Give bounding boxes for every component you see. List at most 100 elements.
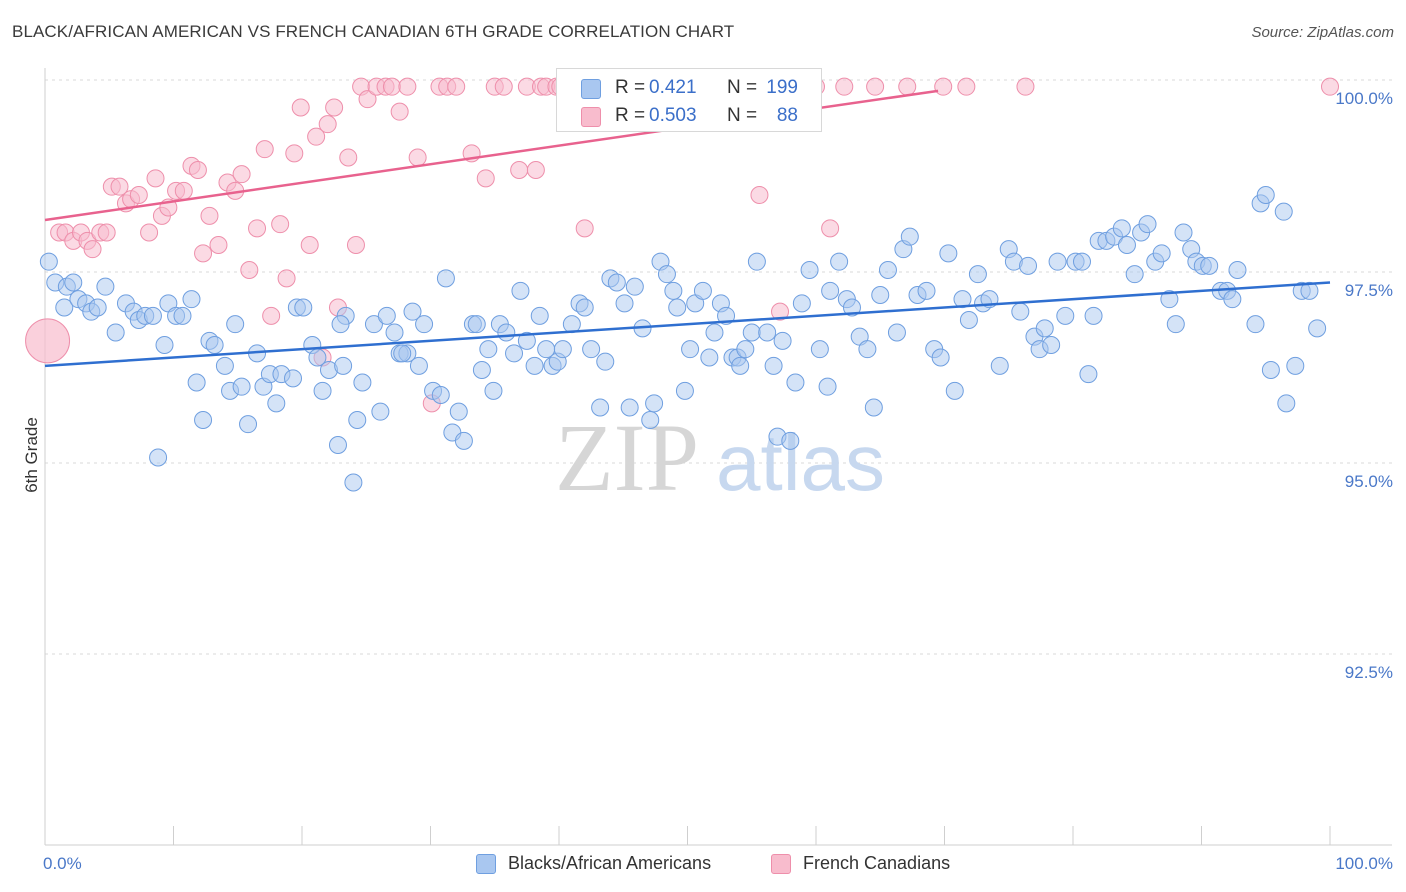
data-point [284,369,303,388]
data-point [255,140,274,159]
data-point [239,415,258,434]
data-point [1321,77,1339,96]
data-point [155,336,174,354]
data-point [786,373,805,392]
data-point [526,161,545,179]
data-point [917,281,936,300]
data-point [792,294,811,313]
data-point [1016,77,1035,96]
data-point [657,265,676,284]
data-point [205,336,224,354]
data-point [530,306,549,325]
data-point [1300,281,1319,300]
data-point [39,252,58,271]
data-point [431,386,450,404]
data-point [106,323,125,342]
data-point [358,90,377,109]
source-label: Source: ZipAtlas.com [1251,24,1394,41]
data-point [1042,336,1061,354]
data-point [773,331,792,350]
data-point-large [25,318,71,364]
chart-title: BLACK/AFRICAN AMERICAN VS FRENCH CANADIA… [12,22,735,41]
data-point [371,402,390,421]
n-value: 88 [776,105,798,126]
data-point [1200,256,1219,275]
data-point [262,306,281,325]
data-point [226,315,245,334]
watermark-atlas: atlas [716,418,885,507]
data-point [96,277,115,296]
data-point [553,340,572,359]
data-point [810,340,829,359]
data-point [1274,202,1293,221]
data-point [1223,290,1242,309]
data-point [1160,290,1179,309]
data-point [484,381,503,400]
data-point [110,177,129,196]
data-point [1174,223,1193,242]
data-point [615,294,634,313]
r-label: R = [615,105,646,126]
data-point [377,306,396,325]
data-point [313,381,332,400]
n-label: N = [727,77,758,98]
data-point [818,377,837,396]
data-point [398,77,417,96]
data-point [334,356,353,375]
data-point [525,356,544,375]
data-point [472,361,491,379]
data-point [97,223,116,242]
data-point [591,398,610,417]
data-point [353,373,372,392]
data-point [747,252,766,271]
data-point [83,240,102,259]
data-point [1261,361,1280,379]
data-point [842,298,861,317]
data-point [866,77,885,96]
data-point [408,148,427,167]
data-point [664,281,683,300]
y-tick-label: 95.0% [1345,472,1393,491]
data-point [898,77,917,96]
data-point [821,219,840,238]
data-point [641,411,660,429]
data-point [675,381,694,400]
data-point [436,269,455,288]
data-point [968,265,987,284]
data-point [1286,356,1305,375]
n-value: 199 [766,77,798,98]
stats-row-french: R = 0.503 N = 88 [557,101,821,131]
data-point [188,161,207,179]
data-point [957,77,976,96]
data-point [339,148,358,167]
data-point [409,356,428,375]
data-point [681,340,700,359]
data-point [1152,244,1171,263]
data-point [215,356,234,375]
data-point [271,215,290,234]
r-label: R = [615,77,646,98]
stats-legend: R = 0.421 N = 199 R = 0.503 N = 88 [556,68,822,132]
data-point [758,323,777,342]
data-point [494,77,513,96]
data-point [750,186,769,204]
data-point [645,394,664,413]
data-point [1048,252,1067,271]
data-point [346,236,365,254]
data-point [934,77,953,96]
data-point [781,431,800,450]
axes [44,68,1392,846]
data-point [945,381,964,400]
data-point [990,356,1009,375]
data-point [607,273,626,292]
data-point [1084,306,1103,325]
data-point [625,277,644,296]
data-point [328,436,347,454]
data-point [291,98,310,117]
data-point [476,169,495,188]
data-point [449,402,468,421]
trend-line-blacks [44,281,1331,368]
data-point [497,323,516,342]
data-point [300,236,319,254]
data-point [1079,365,1098,384]
